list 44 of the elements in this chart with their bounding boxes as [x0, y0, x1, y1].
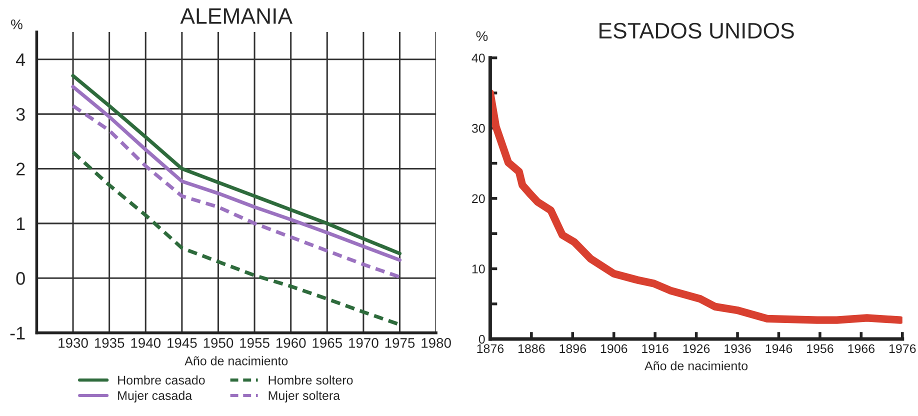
x-tick-label: 1980: [422, 338, 451, 348]
x-tick-label: 1945: [168, 338, 197, 348]
x-tick-label: 1906: [600, 344, 628, 354]
x-tick-label: 1955: [240, 338, 270, 348]
y-tick-label: 20: [472, 194, 485, 204]
y-tick-label: 40: [472, 54, 485, 62]
x-tick-label: 1966: [848, 344, 875, 354]
x-tick-label: 1950: [204, 338, 234, 348]
y-tick-label: 4: [16, 53, 26, 66]
chart-title: ALEMANIA: [180, 8, 293, 24]
y-tick-label: 10: [472, 264, 485, 274]
x-tick-label: 1976: [889, 344, 916, 354]
x-tick-label: 1896: [560, 344, 586, 354]
y-tick-label: -1: [10, 326, 25, 340]
x-tick-label: 1940: [131, 338, 161, 348]
y-tick-label: 30: [472, 124, 485, 133]
legend-label: Hombre soltero: [268, 375, 353, 385]
x-tick-label: 1946: [766, 344, 792, 354]
x-axis-title: Año de nacimiento: [644, 361, 748, 370]
x-tick-label: 1960: [276, 338, 306, 348]
line-series: [71, 104, 402, 279]
x-tick-label: 1916: [642, 344, 668, 354]
x-tick-label: 1930: [58, 338, 88, 348]
x-tick-label: 1965: [312, 338, 342, 348]
x-tick-label: 1975: [385, 338, 415, 348]
x-axis-title: Año de nacimiento: [184, 356, 288, 366]
y-axis-title: %: [11, 20, 22, 30]
chart-title: ESTADOS UNIDOS: [600, 22, 794, 39]
legend-label: Mujer soltera: [268, 390, 340, 402]
legend-label: Mujer casada: [118, 390, 192, 402]
y-axis-title: %: [476, 31, 488, 41]
x-tick-label: 1956: [807, 344, 834, 354]
y-tick-label: 1: [16, 218, 25, 230]
x-tick-label: 1936: [724, 344, 751, 354]
y-tick-label: 3: [16, 108, 25, 121]
x-tick-label: 1886: [518, 344, 545, 354]
x-tick-label: 1926: [683, 344, 710, 354]
y-tick-label: 0: [478, 334, 485, 344]
x-tick-label: 1935: [94, 338, 124, 348]
y-tick-label: 0: [16, 272, 25, 285]
x-tick-label: 1970: [349, 338, 378, 348]
legend-label: Hombre casado: [118, 375, 205, 385]
y-tick-label: 2: [16, 162, 25, 176]
x-tick-label: 1876: [477, 344, 504, 354]
